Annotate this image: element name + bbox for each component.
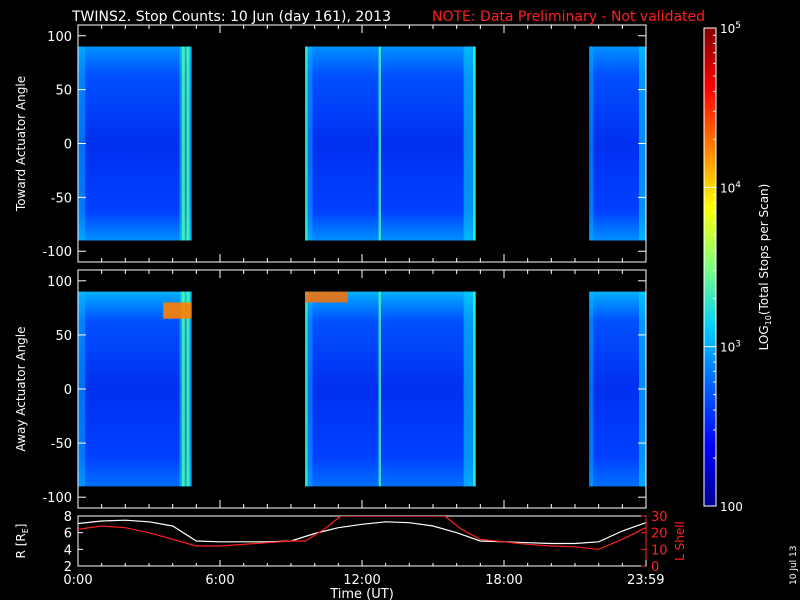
block-edge-band <box>589 291 594 487</box>
hot-spot <box>305 291 348 303</box>
y2-axis-label: L Shell <box>673 521 687 561</box>
x-tick-label: 12:00 <box>343 573 380 588</box>
bright-stripe <box>186 46 190 241</box>
hot-spot <box>163 302 192 319</box>
y-tick-label: 6 <box>64 527 72 542</box>
bright-stripe <box>473 46 476 241</box>
data-block <box>305 46 476 241</box>
x-tick-label: 6:00 <box>205 573 234 588</box>
x-tick-label: 18:00 <box>485 573 522 588</box>
bright-stripe <box>378 46 381 241</box>
y-tick-label: 50 <box>55 84 72 99</box>
block-edge-band <box>463 291 476 487</box>
bright-stripe <box>181 46 185 241</box>
data-block <box>78 46 192 241</box>
block-edge-band <box>179 291 192 487</box>
y-tick-label: 0 <box>64 138 72 153</box>
heatmap-panel-2: 100 50 0 -50 -100 Away Actuator Angle <box>14 269 647 509</box>
data-block <box>589 291 646 487</box>
series-r-line <box>78 519 646 545</box>
block-edge-band <box>305 291 313 487</box>
y-tick-label: 0 <box>64 383 72 398</box>
bright-stripe <box>181 291 185 487</box>
y-tick-label: -100 <box>42 245 72 260</box>
y-tick-label: -50 <box>51 191 72 206</box>
y-tick-label: -100 <box>42 491 72 506</box>
footer-date: 10 Jul 13 <box>789 546 799 586</box>
series-lshell-line <box>78 516 646 550</box>
figure-title: TWINS2. Stop Counts: 10 Jun (day 161), 2… <box>71 9 391 25</box>
y2-tick-label: 0 <box>651 560 659 575</box>
y-tick-label: 4 <box>64 543 72 558</box>
data-block <box>589 46 646 241</box>
y-tick-label: 2 <box>64 560 72 575</box>
colorbar-tick-label: 104 <box>720 180 741 195</box>
bright-stripe <box>473 291 476 487</box>
colorbar-label: LOG10(Total Stops per Scan) <box>757 184 773 351</box>
data-block <box>305 291 476 487</box>
y-axis-label: Toward Actuator Angle <box>14 76 28 212</box>
x-tick-label: 0:00 <box>63 573 92 588</box>
bright-stripe <box>305 291 308 487</box>
block-edge-band <box>463 46 476 241</box>
y-tick-label: 100 <box>47 275 72 290</box>
data-block <box>78 291 192 487</box>
colorbar: 105 104 103 100 LOG10(Total Stops per Scan) <box>703 21 773 514</box>
colorbar-gradient <box>704 28 716 506</box>
bright-stripe <box>186 291 190 487</box>
y-tick-label: -50 <box>51 437 72 452</box>
bright-stripe <box>378 291 381 487</box>
colorbar-tick-label: 100 <box>720 500 743 514</box>
block-edge-band <box>305 46 313 241</box>
colorbar-tick-label: 103 <box>720 340 741 355</box>
colorbar-tick-label: 105 <box>720 21 741 36</box>
x-tick-label: 23:59 <box>627 573 664 588</box>
block-edge-band <box>179 46 192 241</box>
y2-tick-label: 10 <box>651 543 668 558</box>
y-tick-label: 100 <box>47 30 72 45</box>
heatmap-panel-1: 100 50 0 -50 -100 Toward Actuator Angle <box>14 24 647 263</box>
panel-frame <box>77 515 647 567</box>
y2-tick-label: 30 <box>651 510 668 525</box>
y-tick-label: 8 <box>64 510 72 525</box>
y2-tick-label: 20 <box>651 527 668 542</box>
y-axis-label: Away Actuator Angle <box>14 326 28 451</box>
block-edge-band <box>589 46 594 241</box>
y-tick-label: 50 <box>55 329 72 344</box>
x-axis-label: Time (UT) <box>329 587 394 600</box>
figure-note: NOTE: Data Preliminary - Not validated <box>432 9 705 25</box>
bright-stripe <box>305 46 308 241</box>
y-axis-label: R [RE] <box>14 524 30 559</box>
